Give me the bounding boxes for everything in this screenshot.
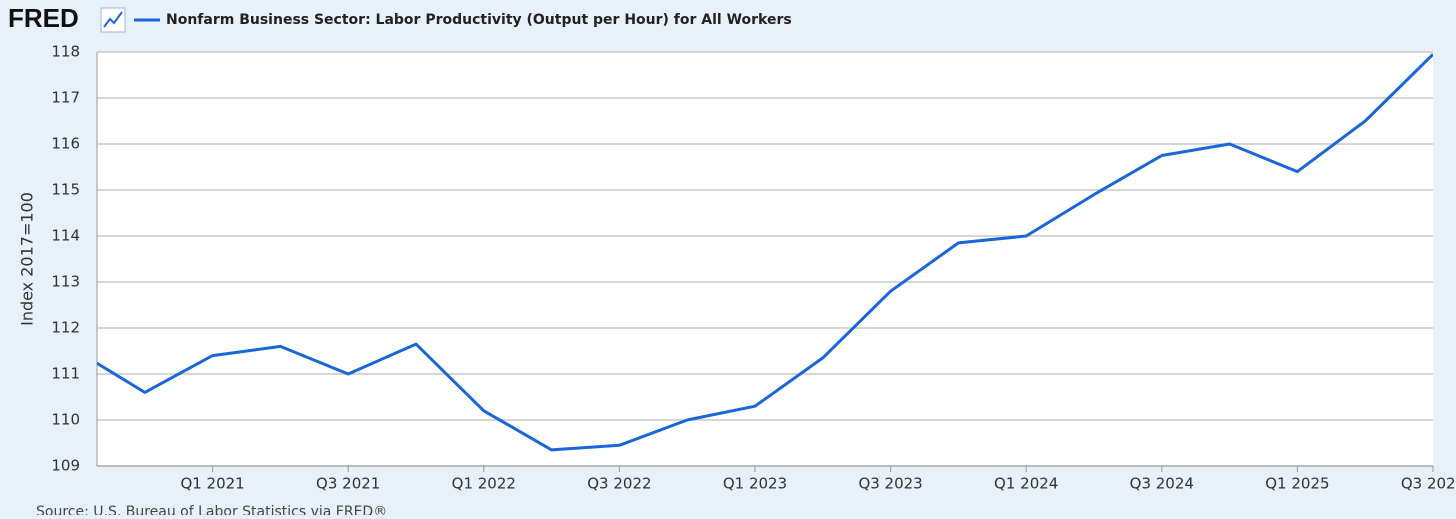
x-tick-label: Q3 2022 <box>587 475 651 493</box>
y-tick-label: 110 <box>51 411 80 429</box>
legend-label: Nonfarm Business Sector: Labor Productiv… <box>166 12 792 28</box>
x-tick-label: Q3 2023 <box>858 475 922 493</box>
x-tick-label: Q1 2022 <box>452 475 516 493</box>
x-tick-label: Q1 2021 <box>180 475 244 493</box>
x-tick-label: Q3 2025 <box>1401 475 1456 493</box>
series-group <box>97 53 1433 452</box>
x-tick-label: Q1 2024 <box>994 475 1058 493</box>
y-tick-label: 113 <box>51 273 80 291</box>
source-note: Source: U.S. Bureau of Labor Statistics … <box>36 504 387 515</box>
brand-logo[interactable]: FRED <box>8 3 79 33</box>
x-tick-label: Q3 2024 <box>1130 475 1194 493</box>
y-tick-label: 116 <box>51 135 80 153</box>
x-tick-label: Q3 2021 <box>316 475 380 493</box>
x-tick-label: Q1 2025 <box>1265 475 1329 493</box>
y-tick-label: 117 <box>51 89 80 107</box>
y-tick-label: 111 <box>51 365 80 383</box>
y-tick-label: 114 <box>51 227 80 245</box>
x-tick-label: Q1 2023 <box>723 475 787 493</box>
y-tick-label: 118 <box>51 43 80 61</box>
y-tick-label: 109 <box>51 457 80 475</box>
y-axis-label: Index 2017=100 <box>18 192 37 326</box>
brand-icon <box>100 7 126 33</box>
y-tick-label: 112 <box>51 319 80 337</box>
plot-area <box>97 52 1433 466</box>
data-line <box>97 53 1433 452</box>
y-tick-label: 115 <box>51 181 80 199</box>
